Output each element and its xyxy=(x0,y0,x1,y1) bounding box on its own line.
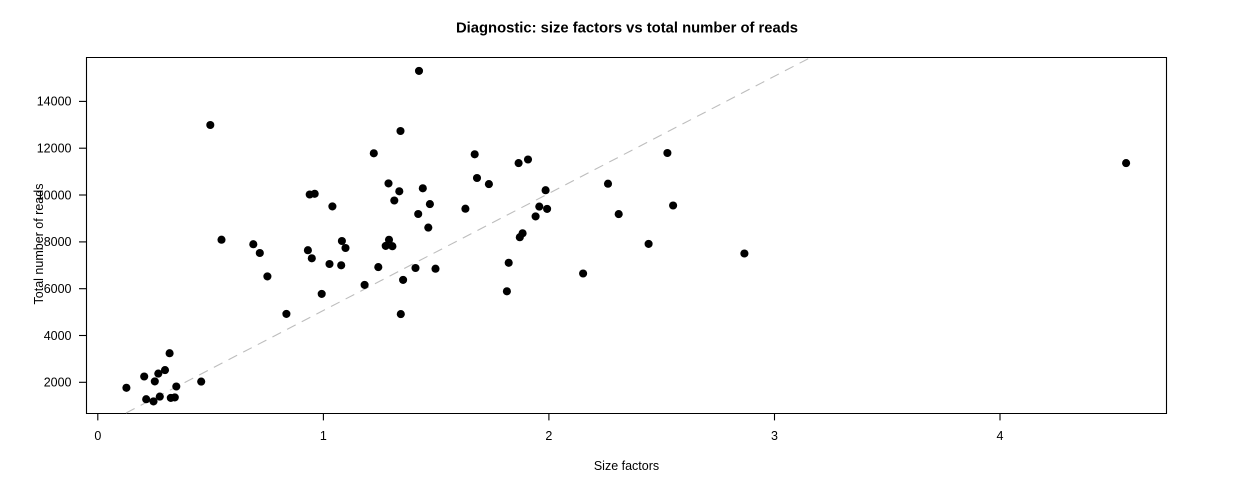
svg-text:4000: 4000 xyxy=(44,329,72,343)
svg-text:4: 4 xyxy=(997,429,1004,443)
svg-text:0: 0 xyxy=(94,429,101,443)
svg-text:1: 1 xyxy=(320,429,327,443)
svg-text:Diagnostic: size factors vs to: Diagnostic: size factors vs total number… xyxy=(456,21,798,37)
svg-text:2: 2 xyxy=(545,429,552,443)
svg-text:Size factors: Size factors xyxy=(594,459,659,473)
svg-text:Total number of reads: Total number of reads xyxy=(32,184,46,305)
svg-text:6000: 6000 xyxy=(44,282,72,296)
svg-text:10000: 10000 xyxy=(37,188,72,202)
svg-text:12000: 12000 xyxy=(37,142,72,156)
svg-text:14000: 14000 xyxy=(37,95,72,109)
svg-text:8000: 8000 xyxy=(44,235,72,249)
svg-text:2000: 2000 xyxy=(44,376,72,390)
svg-text:3: 3 xyxy=(771,429,778,443)
